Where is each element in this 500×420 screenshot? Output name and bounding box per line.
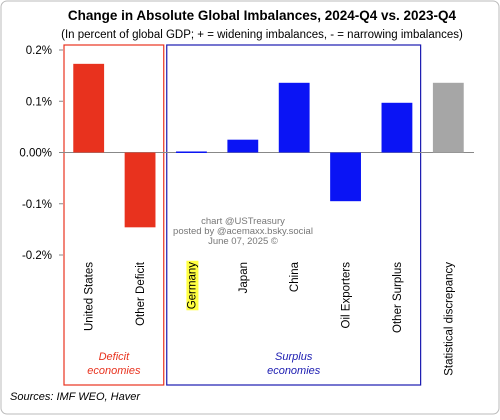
group-label: economies	[267, 365, 321, 377]
bar	[278, 82, 310, 153]
watermark: posted by @acemaxx.bsky.social	[173, 226, 313, 237]
group-label: Surplus	[275, 351, 313, 363]
group-box	[63, 44, 165, 386]
bar	[330, 152, 361, 202]
group-label: Deficit	[99, 351, 131, 363]
y-tick-label: 0.00%	[19, 148, 52, 160]
group-label: economies	[87, 365, 141, 377]
bar	[124, 152, 156, 228]
bar	[432, 82, 464, 153]
chart-title: Change in Absolute Global Imbalances, 20…	[68, 8, 457, 23]
x-tick-label: Other Deficit	[135, 261, 147, 326]
bar	[176, 151, 207, 153]
watermark: June 07, 2025 ©	[208, 236, 278, 247]
source: Sources: IMF WEO, Haver	[10, 391, 141, 403]
group-box	[166, 44, 422, 386]
x-tick-label: Statistical discrepancy	[443, 262, 455, 376]
chart-subtitle: (In percent of global GDP; + = widening …	[61, 29, 463, 41]
y-tick-label: -0.2%	[22, 250, 52, 262]
x-tick-label: Other Surplus	[392, 262, 404, 333]
x-tick-label: Germany	[186, 262, 198, 310]
bar	[73, 63, 105, 153]
x-tick-label: Japan	[238, 262, 250, 293]
y-tick-label: 0.1%	[26, 96, 52, 108]
y-tick-label: 0.2%	[26, 45, 52, 57]
x-tick-label: Oil Exporters	[341, 262, 353, 329]
x-tick-label: China	[289, 261, 301, 292]
bar	[227, 139, 259, 153]
highlight	[186, 260, 199, 311]
watermark: chart @USTreasury	[201, 216, 285, 227]
y-tick-label: -0.1%	[22, 199, 52, 211]
bar	[381, 102, 413, 153]
x-tick-label: United States	[84, 262, 96, 331]
